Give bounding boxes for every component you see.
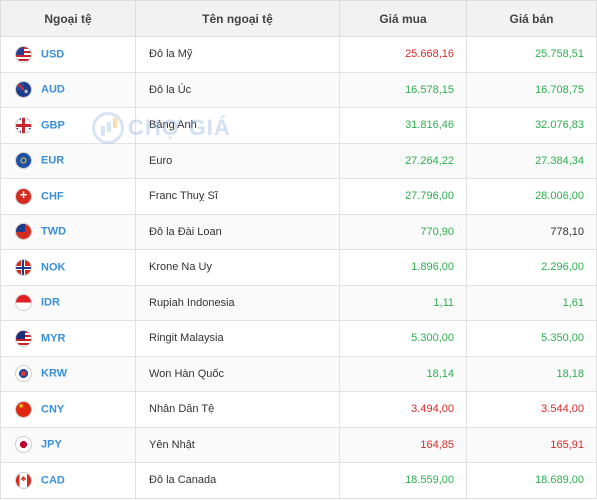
sell-price: 3.544,00: [466, 391, 597, 428]
table-header: Ngoại tệ Tên ngoại tệ Giá mua Giá bán: [0, 0, 597, 37]
sell-price: 1,61: [466, 284, 597, 321]
currency-code-link[interactable]: CHF: [41, 190, 64, 203]
currency-code-link[interactable]: CAD: [41, 474, 65, 487]
header-buy-price[interactable]: Giá mua: [339, 0, 467, 37]
currency-code-link[interactable]: MYR: [41, 332, 66, 345]
header-row: Ngoại tệ Tên ngoại tệ Giá mua Giá bán: [0, 0, 597, 37]
currency-code-cell: JPY: [0, 426, 136, 463]
currency-name: Franc Thuỵ Sĩ: [135, 178, 340, 215]
jp-flag-icon: [15, 436, 32, 454]
currency-code-cell: EUR: [0, 142, 136, 179]
buy-price: 5.300,00: [339, 320, 467, 357]
my-flag-icon: [15, 329, 32, 347]
currency-code-link[interactable]: KRW: [41, 367, 68, 380]
table-row: JPY Yên Nhật 164,85 165,91: [0, 426, 597, 463]
buy-price: 770,90: [339, 213, 467, 250]
id-flag-icon: [15, 294, 32, 312]
buy-price: 25.668,16: [339, 36, 467, 73]
currency-name: Đô la Canada: [135, 462, 340, 499]
currency-code-link[interactable]: TWD: [41, 225, 67, 238]
buy-price: 31.816,46: [339, 107, 467, 144]
ca-flag-icon: [15, 471, 32, 489]
au-flag-icon: [15, 81, 32, 99]
currency-code-link[interactable]: AUD: [41, 83, 65, 96]
currency-code-link[interactable]: CNY: [41, 403, 65, 416]
currency-code-link[interactable]: JPY: [41, 438, 62, 451]
table-row: EUR Euro 27.264,22 27.384,34: [0, 142, 597, 179]
currency-name: Rupiah Indonesia: [135, 284, 340, 321]
header-currency-name[interactable]: Tên ngoại tệ: [135, 0, 340, 37]
sell-price: 165,91: [466, 426, 597, 463]
currency-name: Đô la Úc: [135, 71, 340, 108]
table-row: USD Đô la Mỹ 25.668,16 25.758,51: [0, 36, 597, 73]
table-row: NOK Krone Na Uy 1.896,00 2.296,00: [0, 249, 597, 286]
currency-name: Ringit Malaysia: [135, 320, 340, 357]
table-row: TWD Đô la Đài Loan 770,90 778,10: [0, 213, 597, 250]
gb-flag-icon: [15, 116, 32, 134]
currency-code-cell: MYR: [0, 320, 136, 357]
currency-code-cell: CNY: [0, 391, 136, 428]
table-body: USD Đô la Mỹ 25.668,16 25.758,51 AUD Đô …: [0, 36, 597, 499]
currency-name: Đô la Đài Loan: [135, 213, 340, 250]
currency-code-cell: USD: [0, 36, 136, 73]
buy-price: 1,11: [339, 284, 467, 321]
currency-code-cell: GBP: [0, 107, 136, 144]
currency-code-cell: TWD: [0, 213, 136, 250]
table-row: GBP Bảng Anh 31.816,46 32.076,83: [0, 107, 597, 144]
sell-price: 27.384,34: [466, 142, 597, 179]
currency-name: Yên Nhật: [135, 426, 340, 463]
currency-code-cell: CAD: [0, 462, 136, 499]
currency-code-link[interactable]: IDR: [41, 296, 60, 309]
buy-price: 1.896,00: [339, 249, 467, 286]
sell-price: 28.006,00: [466, 178, 597, 215]
eu-flag-icon: [15, 152, 32, 170]
table-row: KRW Won Hàn Quốc 18,14 18,18: [0, 355, 597, 392]
currency-name: Won Hàn Quốc: [135, 355, 340, 392]
table-row: CNY Nhân Dân Tệ 3.494,00 3.544,00: [0, 391, 597, 428]
currency-name: Nhân Dân Tệ: [135, 391, 340, 428]
table-row: IDR Rupiah Indonesia 1,11 1,61: [0, 284, 597, 321]
kr-flag-icon: [15, 365, 32, 383]
no-flag-icon: [15, 258, 32, 276]
currency-code-cell: IDR: [0, 284, 136, 321]
tw-flag-icon: [15, 223, 32, 241]
currency-code-link[interactable]: NOK: [41, 261, 66, 274]
sell-price: 32.076,83: [466, 107, 597, 144]
cn-flag-icon: [15, 400, 32, 418]
currency-code-link[interactable]: EUR: [41, 154, 65, 167]
currency-code-cell: KRW: [0, 355, 136, 392]
header-sell-price[interactable]: Giá bán: [466, 0, 597, 37]
buy-price: 164,85: [339, 426, 467, 463]
buy-price: 27.264,22: [339, 142, 467, 179]
header-currency-code[interactable]: Ngoại tệ: [0, 0, 136, 37]
currency-code-cell: AUD: [0, 71, 136, 108]
sell-price: 2.296,00: [466, 249, 597, 286]
currency-code-cell: CHF: [0, 178, 136, 215]
sell-price: 25.758,51: [466, 36, 597, 73]
currency-code-link[interactable]: GBP: [41, 119, 65, 132]
ch-flag-icon: [15, 187, 32, 205]
table-row: CAD Đô la Canada 18.559,00 18.689,00: [0, 462, 597, 499]
table-row: MYR Ringit Malaysia 5.300,00 5.350,00: [0, 320, 597, 357]
sell-price: 18,18: [466, 355, 597, 392]
currency-name: Đô la Mỹ: [135, 36, 340, 73]
currency-code-cell: NOK: [0, 249, 136, 286]
table-row: AUD Đô la Úc 16.578,15 16.708,75: [0, 71, 597, 108]
currency-name: Euro: [135, 142, 340, 179]
buy-price: 27.796,00: [339, 178, 467, 215]
buy-price: 16.578,15: [339, 71, 467, 108]
sell-price: 778,10: [466, 213, 597, 250]
sell-price: 5.350,00: [466, 320, 597, 357]
currency-name: Bảng Anh: [135, 107, 340, 144]
table-row: CHF Franc Thuỵ Sĩ 27.796,00 28.006,00: [0, 178, 597, 215]
sell-price: 18.689,00: [466, 462, 597, 499]
buy-price: 3.494,00: [339, 391, 467, 428]
sell-price: 16.708,75: [466, 71, 597, 108]
us-flag-icon: [15, 45, 32, 63]
buy-price: 18.559,00: [339, 462, 467, 499]
buy-price: 18,14: [339, 355, 467, 392]
currency-code-link[interactable]: USD: [41, 48, 65, 61]
currency-name: Krone Na Uy: [135, 249, 340, 286]
